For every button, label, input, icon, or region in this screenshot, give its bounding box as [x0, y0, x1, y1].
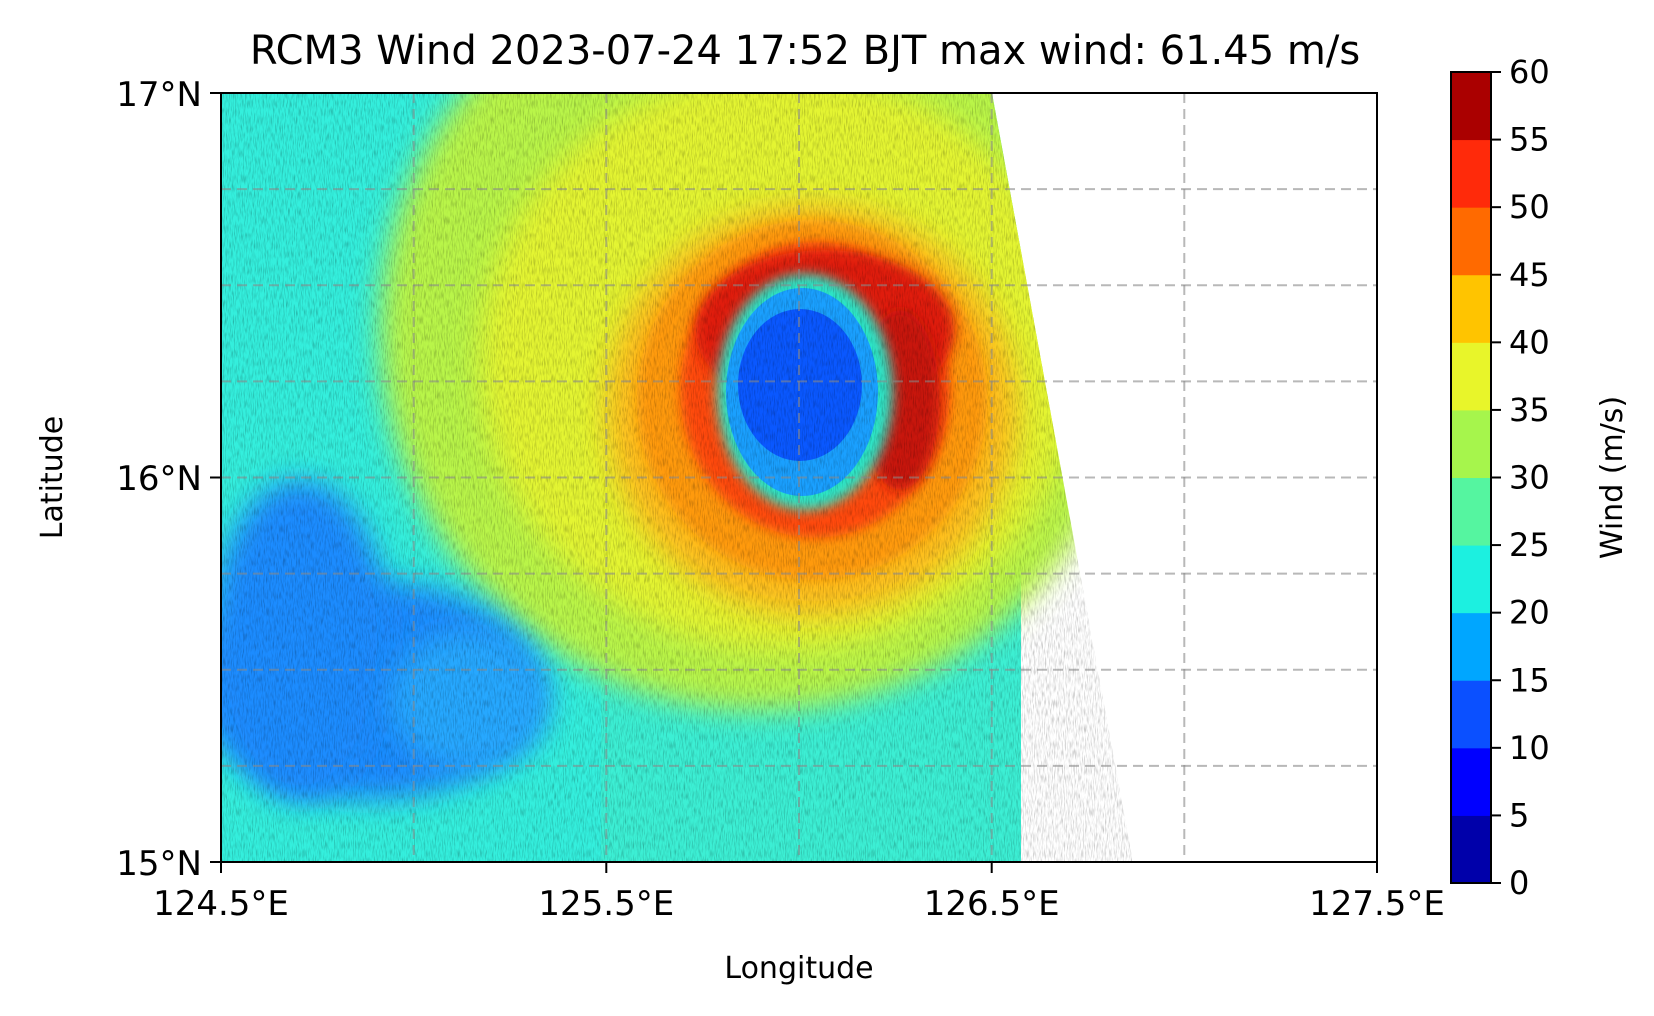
colorbar-tick-label: 50 — [1509, 188, 1550, 226]
colorbar-tick-label: 0 — [1509, 864, 1529, 902]
x-axis: 124.5°E 125.5°E 126.5°E 127.5°E Longitud… — [153, 862, 1445, 986]
colorbar-tick-label: 40 — [1509, 323, 1550, 361]
colorbar-tick-label: 45 — [1509, 256, 1550, 294]
chart-title: RCM3 Wind 2023-07-24 17:52 BJT max wind:… — [250, 28, 1360, 74]
colorbar-tick-label: 30 — [1509, 459, 1550, 497]
colorbar: 0 5 10 15 20 25 30 35 40 45 50 55 60 Wind (m/s) — [1450, 53, 1630, 902]
colorbar-segment — [1451, 477, 1491, 546]
colorbar-tick-label: 35 — [1509, 391, 1550, 429]
wind-field — [221, 93, 1133, 862]
colorbar-tick-label: 5 — [1509, 796, 1529, 834]
colorbar-tick-label: 10 — [1509, 729, 1550, 767]
x-tick-label: 126.5°E — [924, 884, 1060, 924]
x-tick-label: 127.5°E — [1309, 884, 1445, 924]
y-tick-label: 16°N — [116, 459, 202, 499]
y-axis: 17°N 16°N 15°N Latitude — [35, 75, 221, 884]
colorbar-segment — [1451, 139, 1491, 208]
x-tick-label: 125.5°E — [538, 884, 674, 924]
colorbar-tick-label: 20 — [1509, 594, 1550, 632]
colorbar-segment — [1451, 545, 1491, 614]
plot-area — [220, 92, 1378, 863]
x-tick-label: 124.5°E — [153, 884, 289, 924]
x-axis-label: Longitude — [724, 951, 873, 986]
colorbar-tick-label: 60 — [1509, 53, 1550, 91]
colorbar-tick-label: 25 — [1509, 526, 1550, 564]
y-tick-label: 15°N — [116, 844, 202, 884]
colorbar-segment — [1451, 680, 1491, 749]
colorbar-segment — [1451, 207, 1491, 276]
colorbar-segment — [1451, 612, 1491, 681]
colorbar-segment — [1451, 342, 1491, 411]
colorbar-tick-label: 15 — [1509, 661, 1550, 699]
colorbar-segment — [1451, 747, 1491, 816]
colorbar-segment — [1451, 72, 1491, 141]
y-axis-label: Latitude — [35, 416, 70, 539]
colorbar-tick-label: 55 — [1509, 121, 1550, 159]
colorbar-segment — [1451, 274, 1491, 343]
colorbar-segment — [1451, 409, 1491, 478]
grid-lines — [221, 93, 1377, 862]
colorbar-segment — [1451, 815, 1491, 884]
y-tick-label: 17°N — [116, 75, 202, 115]
colorbar-label: Wind (m/s) — [1595, 396, 1630, 559]
